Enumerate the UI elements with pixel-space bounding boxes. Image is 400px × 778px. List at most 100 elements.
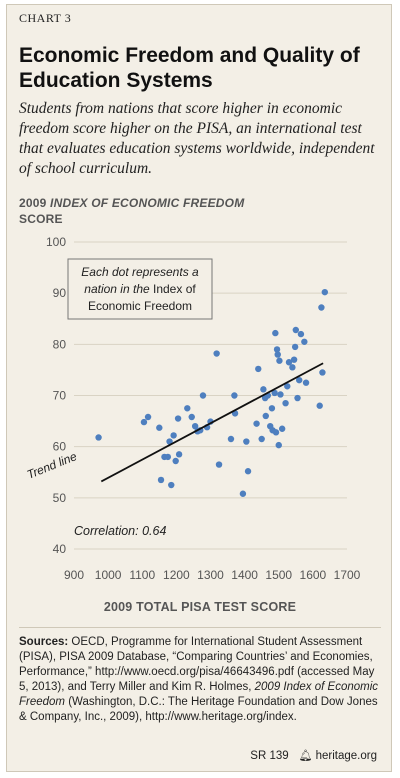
note-line-2b: Index of: [153, 282, 196, 296]
data-point: [172, 457, 179, 465]
data-point: [199, 392, 207, 399]
data-point: [294, 394, 301, 402]
data-point: [275, 441, 282, 449]
sources-text-2: (Washington, D.C.: The Heritage Foundati…: [19, 696, 378, 723]
data-point: [301, 338, 308, 345]
chart-panel: CHART 3 Economic Freedom and Quality of …: [6, 4, 392, 772]
x-tick-label: 1700: [334, 568, 361, 582]
data-point: [290, 356, 298, 363]
data-point: [289, 364, 296, 371]
data-point: [95, 434, 102, 441]
data-point: [271, 389, 278, 397]
y-tick-label: 90: [53, 286, 67, 300]
data-point: [255, 365, 262, 373]
trend-line-label: Trend line: [25, 449, 79, 482]
data-point: [278, 425, 286, 432]
note-line-3: Economic Freedom: [88, 299, 192, 313]
y-tick-label: 70: [53, 389, 67, 403]
data-point: [170, 432, 177, 439]
data-point: [318, 304, 325, 311]
data-point: [140, 418, 148, 426]
data-point: [272, 429, 280, 436]
data-point: [284, 383, 291, 390]
data-point: [260, 386, 267, 393]
data-point: [243, 438, 250, 445]
data-point: [144, 413, 152, 421]
data-point: [174, 415, 182, 422]
data-point: [316, 402, 323, 409]
y-axis-title-suffix: SCORE: [19, 212, 63, 226]
y-tick-label: 80: [53, 337, 67, 351]
x-tick-label: 1500: [265, 568, 292, 582]
data-point: [213, 350, 220, 357]
correlation-label: Correlation: 0.64: [74, 524, 166, 538]
data-point: [282, 399, 289, 407]
note-line-2: nation in the Index of: [84, 282, 196, 296]
data-point: [231, 392, 238, 399]
data-point: [258, 435, 265, 443]
data-point: [168, 481, 175, 489]
y-tick-label: 100: [46, 235, 66, 249]
data-point: [262, 412, 269, 420]
data-point: [272, 329, 279, 337]
divider: [19, 627, 381, 628]
data-point: [297, 330, 305, 338]
data-point: [268, 405, 276, 412]
data-point: [164, 453, 172, 461]
data-point: [302, 379, 310, 386]
data-point: [274, 351, 281, 358]
x-tick-label: 1600: [300, 568, 327, 582]
data-point: [292, 326, 300, 334]
sources-text-1: OECD, Programme for International Studen…: [19, 636, 375, 693]
data-point: [277, 391, 284, 398]
data-point: [276, 357, 283, 364]
data-point: [227, 435, 235, 443]
site-name: heritage.org: [315, 750, 377, 762]
chart-subtitle: Students from nations that score higher …: [19, 100, 375, 177]
sources-label: Sources:: [19, 636, 69, 648]
x-tick-label: 1100: [129, 568, 155, 582]
x-tick-label: 1000: [95, 568, 122, 582]
data-point: [157, 476, 165, 484]
y-axis-title-year: 2009: [19, 196, 47, 210]
annotations: Each dot represents a nation in the Inde…: [25, 258, 213, 538]
data-point: [321, 288, 329, 296]
data-point: [239, 490, 247, 497]
trend-line: [100, 362, 324, 483]
liberty-bell-icon: 🔔︎: [298, 750, 313, 762]
data-point: [273, 346, 281, 353]
data-point: [184, 405, 191, 412]
note-line-1: Each dot represents a: [81, 265, 199, 279]
footer: SR 139 🔔︎ heritage.org: [250, 749, 377, 762]
x-tick-label: 1400: [231, 568, 258, 582]
sources-italic: 2009 Index of Economic Freedom: [19, 681, 379, 708]
data-point: [188, 413, 195, 421]
y-tick-label: 40: [53, 542, 67, 556]
y-tick-label: 60: [53, 440, 67, 454]
data-point: [291, 343, 299, 351]
data-points: [95, 288, 329, 497]
data-point: [244, 468, 252, 475]
data-point: [319, 369, 326, 376]
y-tick-labels: 40 50 60 70 80 90 100: [46, 235, 66, 556]
x-tick-label: 900: [64, 568, 84, 582]
data-point: [166, 438, 173, 445]
chart-title: Economic Freedom and Quality of Educatio…: [19, 44, 360, 92]
y-axis-title: 2009 INDEX OF ECONOMIC FREEDOM SCORE: [19, 195, 259, 227]
x-tick-label: 1300: [197, 568, 224, 582]
note-box: [67, 258, 213, 320]
y-tick-label: 50: [53, 491, 67, 505]
data-point: [285, 359, 293, 366]
data-point: [156, 424, 163, 431]
data-point: [175, 451, 183, 458]
x-tick-labels: 900 1000 1100 1200 1300 1400 1500 1600 1700: [64, 568, 361, 582]
data-point: [191, 423, 199, 430]
y-axis-title-italic: INDEX OF ECONOMIC FREEDOM: [50, 196, 245, 210]
data-point: [215, 461, 223, 468]
sources-note: Sources: OECD, Programme for Internation…: [19, 635, 387, 725]
chart-number: CHART 3: [19, 11, 72, 25]
x-axis-title: 2009 TOTAL PISA TEST SCORE: [103, 600, 297, 614]
scatter-plot: 40 50 60 70 80 90 100 900 1000 1100 1200 1300 1400 1…: [25, 235, 361, 582]
data-point: [253, 420, 260, 427]
x-tick-label: 1200: [163, 568, 190, 582]
